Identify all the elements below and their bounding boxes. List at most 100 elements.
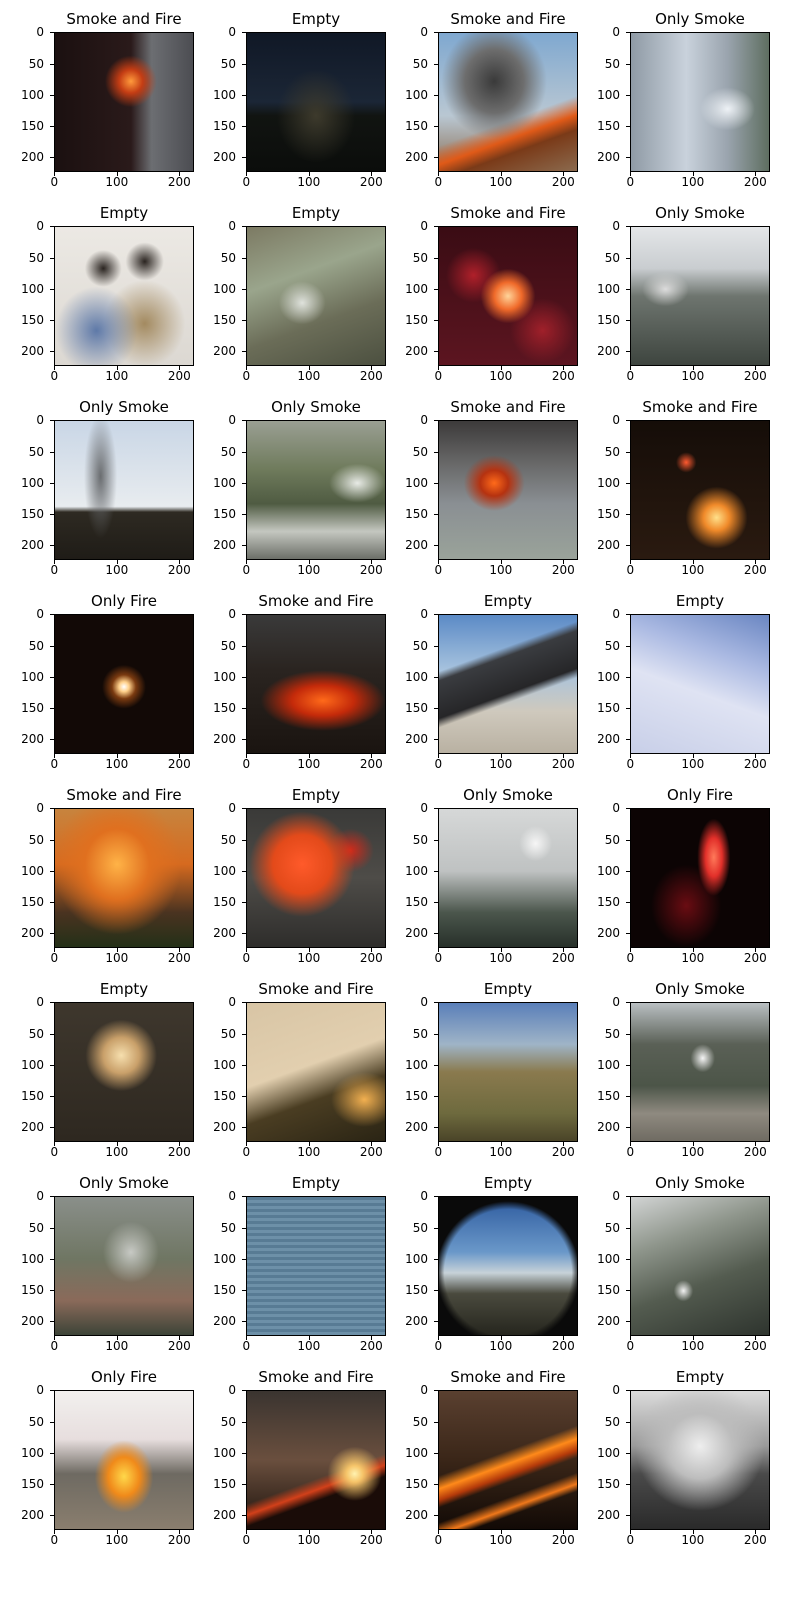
x-tick-mark [755,1336,757,1340]
x-tick-label: 100 [489,1145,513,1159]
panel-image [247,1003,385,1141]
y-tick-mark [242,1258,246,1260]
y-tick-mark [434,739,438,741]
y-tick-label: 200 [405,926,428,941]
y-tick-label: 0 [228,995,236,1010]
x-tick-mark [179,172,181,176]
y-tick-mark [50,614,54,616]
y-tick-mark [626,351,630,353]
x-tick-mark [308,948,310,952]
y-tick-mark [242,739,246,741]
x-tick-mark [563,366,565,370]
y-tick-mark [242,1290,246,1292]
y-tick-label: 0 [228,413,236,428]
y-tick-mark [242,1421,246,1423]
y-tick-label: 200 [21,732,44,747]
x-tick-label: 0 [434,757,443,771]
y-tick-mark [626,933,630,935]
x-tick-label: 100 [489,951,513,965]
x-tick-label: 0 [242,1145,251,1159]
image-panel: Smoke and Fire 0 50 100 150 200 0 100 200 [0,786,196,982]
x-tick-mark [438,366,440,370]
y-tick-mark [434,63,438,65]
panel-title: Empty [483,1174,533,1192]
y-tick-label: 150 [597,313,620,328]
x-tick-mark [692,1336,694,1340]
y-tick-mark [434,1321,438,1323]
x-tick-mark [438,172,440,176]
y-tick-label: 200 [405,732,428,747]
y-tick-mark [434,1484,438,1486]
x-tick-mark [692,948,694,952]
y-tick-mark [50,351,54,353]
x-tick-label: 100 [489,369,513,383]
image-panel: Empty 0 50 100 150 200 0 100 200 [576,1368,772,1564]
y-tick-label: 100 [597,1445,620,1460]
y-tick-label: 50 [604,56,620,71]
panel-image-frame [246,1196,386,1336]
image-panel: Empty 0 50 100 150 200 0 100 200 [384,1174,580,1370]
y-tick-mark [626,1390,630,1392]
image-panel: Smoke and Fire 0 50 100 150 200 0 100 200 [384,1368,580,1564]
y-tick-label: 0 [612,1189,620,1204]
panel-image-frame [54,1002,194,1142]
y-tick-mark [50,1064,54,1066]
y-tick-label: 0 [612,219,620,234]
y-tick-label: 100 [405,87,428,102]
x-tick-label: 100 [681,1145,705,1159]
y-tick-mark [434,676,438,678]
y-tick-label: 150 [21,313,44,328]
y-tick-label: 50 [220,832,236,847]
y-tick-mark [242,1096,246,1098]
x-tick-label: 100 [105,1145,129,1159]
x-tick-mark [755,366,757,370]
y-tick-mark [50,1127,54,1129]
y-tick-label: 100 [213,475,236,490]
panel-image-frame [54,614,194,754]
y-tick-mark [242,839,246,841]
x-tick-mark [246,754,248,758]
y-tick-label: 200 [597,538,620,553]
y-tick-label: 150 [405,507,428,522]
y-tick-label: 0 [36,413,44,428]
y-tick-label: 50 [28,444,44,459]
y-tick-mark [242,320,246,322]
y-tick-label: 200 [597,344,620,359]
y-tick-label: 0 [420,995,428,1010]
y-tick-label: 0 [612,607,620,622]
image-panel: Only Smoke 0 50 100 150 200 0 100 200 [576,204,772,400]
y-tick-mark [242,1196,246,1198]
y-tick-label: 150 [597,119,620,134]
x-tick-mark [438,1142,440,1146]
x-tick-mark [371,172,373,176]
y-tick-label: 0 [228,25,236,40]
y-tick-mark [434,420,438,422]
y-tick-mark [50,839,54,841]
y-tick-mark [626,226,630,228]
y-tick-label: 100 [213,1057,236,1072]
panel-title: Smoke and Fire [258,980,374,998]
panel-title: Only Smoke [655,204,745,222]
x-tick-mark [563,1336,565,1340]
y-tick-label: 200 [405,150,428,165]
panel-image [247,33,385,171]
y-tick-label: 0 [612,413,620,428]
y-tick-label: 0 [612,995,620,1010]
x-tick-mark [692,560,694,564]
y-tick-mark [50,645,54,647]
y-tick-label: 50 [412,832,428,847]
x-tick-mark [755,1142,757,1146]
y-tick-label: 50 [604,638,620,653]
y-tick-label: 100 [213,863,236,878]
panel-image-frame [630,1196,770,1336]
y-tick-label: 50 [28,1026,44,1041]
y-tick-label: 0 [420,1383,428,1398]
y-tick-label: 100 [597,863,620,878]
x-tick-label: 0 [242,951,251,965]
x-tick-mark [116,1530,118,1534]
y-tick-label: 150 [213,1089,236,1104]
x-tick-label: 100 [105,1533,129,1547]
panel-image-frame [438,1390,578,1530]
y-tick-mark [434,226,438,228]
y-tick-mark [626,1515,630,1517]
